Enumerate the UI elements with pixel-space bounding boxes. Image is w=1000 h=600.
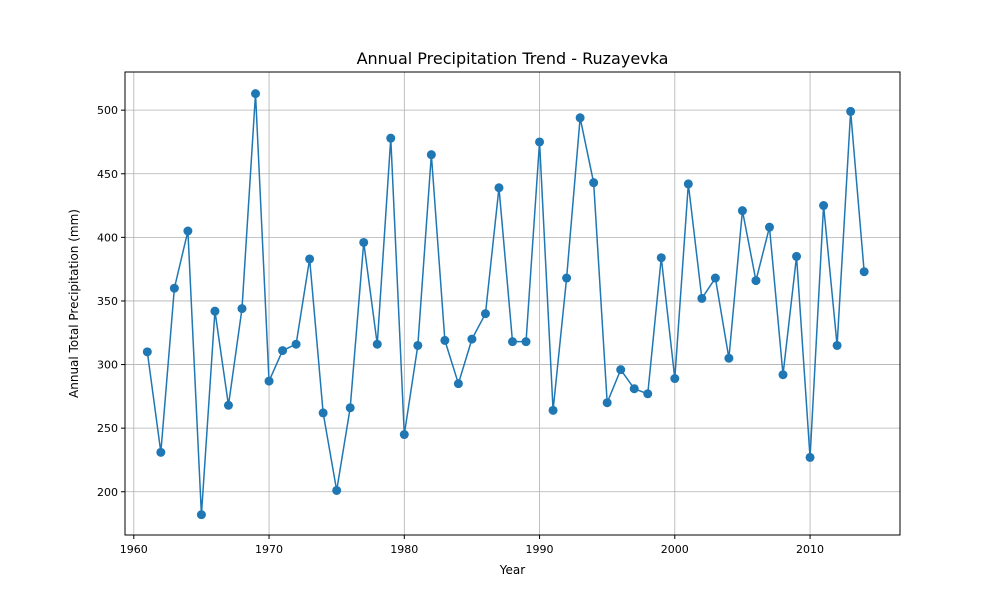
x-tick-label: 1980: [390, 543, 418, 556]
data-point-1968: [237, 304, 247, 314]
data-point-1989: [521, 337, 531, 347]
x-tick-label: 2000: [661, 543, 689, 556]
plot-frame: [124, 71, 901, 536]
data-point-1962: [156, 447, 166, 457]
data-point-1971: [278, 346, 288, 356]
data-point-1997: [629, 384, 639, 394]
data-point-2013: [846, 106, 856, 116]
data-point-1991: [548, 405, 558, 415]
data-point-2012: [832, 340, 842, 350]
data-point-1969: [251, 89, 261, 99]
data-point-1995: [602, 398, 612, 408]
data-point-1999: [656, 253, 666, 263]
data-point-1973: [305, 254, 315, 264]
data-point-2008: [778, 370, 788, 380]
data-point-1970: [264, 376, 274, 386]
data-point-2006: [751, 276, 761, 286]
x-tick-label: 2010: [796, 543, 824, 556]
data-point-1964: [183, 226, 193, 236]
y-tick-label: 350: [97, 295, 118, 308]
data-point-1966: [210, 306, 220, 316]
data-point-1981: [413, 340, 423, 350]
data-point-2007: [764, 222, 774, 232]
data-point-1975: [332, 485, 342, 495]
data-point-2002: [697, 293, 707, 303]
x-tick-label: 1970: [255, 543, 283, 556]
chart-title: Annual Precipitation Trend - Ruzayevka: [357, 49, 669, 68]
data-point-1977: [359, 237, 369, 247]
x-tick-label: 1990: [526, 543, 554, 556]
data-point-1980: [399, 430, 409, 440]
y-tick-label: 450: [97, 168, 118, 181]
data-point-2014: [859, 267, 869, 277]
y-axis: 200 250 300 350 400 450 500: [97, 104, 125, 499]
data-point-1984: [453, 379, 463, 389]
data-point-1998: [643, 389, 653, 399]
data-point-2005: [737, 206, 747, 216]
y-tick-label: 400: [97, 231, 118, 244]
data-point-1976: [345, 403, 355, 413]
data-point-1994: [589, 178, 599, 188]
data-point-1963: [169, 283, 179, 293]
data-point-2009: [792, 251, 802, 261]
data-point-1965: [196, 510, 206, 520]
data-point-1990: [535, 137, 545, 147]
data-point-1985: [467, 334, 477, 344]
data-point-2010: [805, 452, 815, 462]
data-point-1992: [562, 273, 572, 283]
data-point-1983: [440, 335, 450, 345]
y-axis-label: Annual Total Precipitation (mm): [67, 209, 81, 398]
data-point-1987: [494, 183, 504, 193]
data-point-1982: [426, 150, 436, 160]
series-line: [146, 92, 865, 516]
x-axis: 1960 1970 1980 1990 2000 2010: [120, 535, 824, 556]
y-tick-label: 500: [97, 104, 118, 117]
data-point-1961: [142, 347, 152, 357]
y-tick-label: 200: [97, 486, 118, 499]
data-point-2003: [710, 273, 720, 283]
grid-lines: [125, 72, 900, 535]
data-point-1996: [616, 365, 626, 375]
data-point-1972: [291, 339, 301, 349]
data-point-2000: [670, 374, 680, 384]
data-point-1993: [575, 113, 585, 123]
data-point-1986: [480, 309, 490, 319]
data-point-2004: [724, 353, 734, 363]
data-point-1979: [386, 133, 396, 143]
data-point-1978: [372, 339, 382, 349]
y-tick-label: 250: [97, 422, 118, 435]
y-tick-label: 300: [97, 359, 118, 372]
x-tick-label: 1960: [120, 543, 148, 556]
x-axis-label: Year: [499, 563, 525, 577]
data-point-1974: [318, 408, 328, 418]
data-point-1967: [223, 400, 233, 410]
data-point-1988: [508, 337, 517, 347]
series-group: [142, 89, 869, 520]
data-point-2001: [683, 179, 693, 189]
data-point-2011: [819, 201, 829, 211]
